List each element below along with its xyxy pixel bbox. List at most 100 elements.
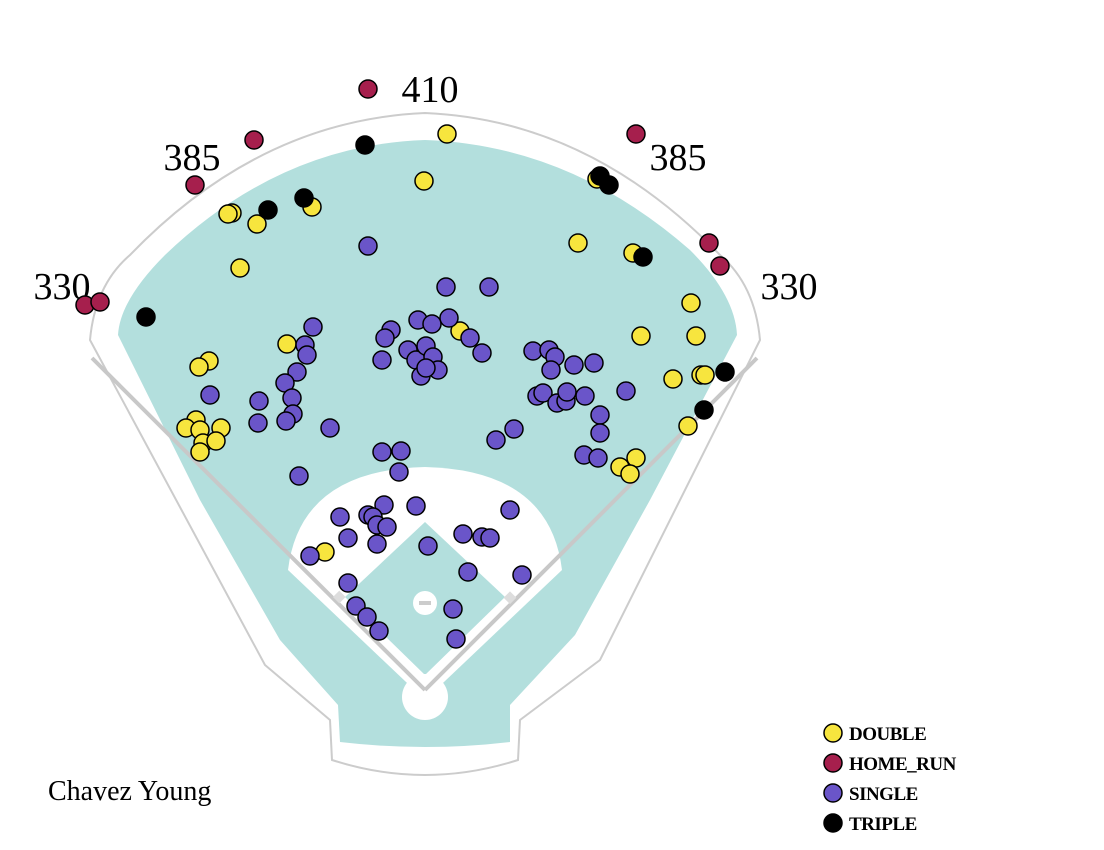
- hit-point: [715, 362, 735, 382]
- hit-point: [372, 350, 392, 370]
- hit-point: [136, 307, 156, 327]
- hit-point: [504, 419, 524, 439]
- hit-point: [663, 369, 683, 389]
- hit-point: [358, 79, 378, 99]
- hit-point: [294, 188, 314, 208]
- legend-marker: [823, 813, 843, 833]
- hit-point: [512, 565, 532, 585]
- hit-point: [439, 308, 459, 328]
- hit-point: [287, 362, 307, 382]
- hit-point: [282, 388, 302, 408]
- hit-point: [568, 233, 588, 253]
- hit-point: [678, 416, 698, 436]
- hit-point: [460, 328, 480, 348]
- foul-line: [90, 356, 427, 692]
- hit-point: [289, 466, 309, 486]
- hit-point: [458, 562, 478, 582]
- hit-point: [200, 385, 220, 405]
- hit-point: [681, 293, 701, 313]
- hit-point: [557, 382, 577, 402]
- hit-point: [320, 418, 340, 438]
- hit-point: [258, 200, 278, 220]
- hit-point: [375, 328, 395, 348]
- hit-point: [249, 391, 269, 411]
- hit-point: [372, 442, 392, 462]
- outfield-grass: [118, 140, 737, 747]
- hit-point: [616, 381, 636, 401]
- hit-point: [437, 124, 457, 144]
- hit-point: [620, 464, 640, 484]
- hit-point: [406, 496, 426, 516]
- hit-point: [453, 524, 473, 544]
- hit-point: [590, 423, 610, 443]
- hit-point: [422, 314, 442, 334]
- hit-point: [500, 500, 520, 520]
- hit-point: [480, 528, 500, 548]
- hit-point: [244, 130, 264, 150]
- hit-point: [599, 175, 619, 195]
- hit-point: [355, 135, 375, 155]
- hit-point: [416, 358, 436, 378]
- distance-label: 410: [402, 69, 459, 111]
- hit-point: [230, 258, 250, 278]
- hit-point: [300, 546, 320, 566]
- hit-point: [297, 345, 317, 365]
- hit-point: [710, 256, 730, 276]
- hit-point: [206, 431, 226, 451]
- legend-label: DOUBLE: [849, 724, 926, 745]
- hit-point: [699, 233, 719, 253]
- hit-point: [374, 495, 394, 515]
- hit-point: [189, 357, 209, 377]
- hit-point: [626, 124, 646, 144]
- rubber: [419, 601, 431, 605]
- stadium-outline: [88, 111, 762, 776]
- hit-point: [575, 386, 595, 406]
- hit-point: [248, 413, 268, 433]
- distance-label: 385: [650, 137, 707, 179]
- hit-point: [443, 599, 463, 619]
- legend-marker: [823, 723, 843, 743]
- hit-point: [479, 277, 499, 297]
- hit-point: [631, 326, 651, 346]
- hit-point: [694, 400, 714, 420]
- hit-point: [277, 334, 297, 354]
- hit-point: [472, 343, 492, 363]
- hit-point: [564, 355, 584, 375]
- legend-label: HOME_RUN: [849, 754, 957, 775]
- hit-point: [218, 204, 238, 224]
- hit-point: [523, 341, 543, 361]
- legend-marker: [823, 753, 843, 773]
- hit-point: [90, 292, 110, 312]
- hit-point: [695, 365, 715, 385]
- hit-point: [486, 430, 506, 450]
- hit-point: [377, 517, 397, 537]
- hit-point: [358, 236, 378, 256]
- hit-point: [633, 247, 653, 267]
- home-plate-area: [402, 674, 448, 720]
- hit-point: [584, 353, 604, 373]
- field: [88, 111, 762, 776]
- hit-point: [391, 441, 411, 461]
- hit-point: [190, 442, 210, 462]
- chart-title: Chavez Young: [48, 776, 211, 807]
- hit-point: [276, 411, 296, 431]
- hit-point: [338, 573, 358, 593]
- distance-label: 330: [761, 266, 818, 308]
- legend-label: TRIPLE: [849, 814, 917, 835]
- hit-point: [588, 448, 608, 468]
- legend-label: SINGLE: [849, 784, 918, 805]
- hit-point: [418, 536, 438, 556]
- hit-point: [330, 507, 350, 527]
- hit-point: [590, 405, 610, 425]
- hit-point: [446, 629, 466, 649]
- hit-point: [338, 528, 358, 548]
- hit-point: [533, 383, 553, 403]
- base: [503, 591, 517, 605]
- hit-point: [367, 534, 387, 554]
- hit-point: [247, 214, 267, 234]
- hit-point: [414, 171, 434, 191]
- hit-point: [369, 621, 389, 641]
- hit-point: [541, 360, 561, 380]
